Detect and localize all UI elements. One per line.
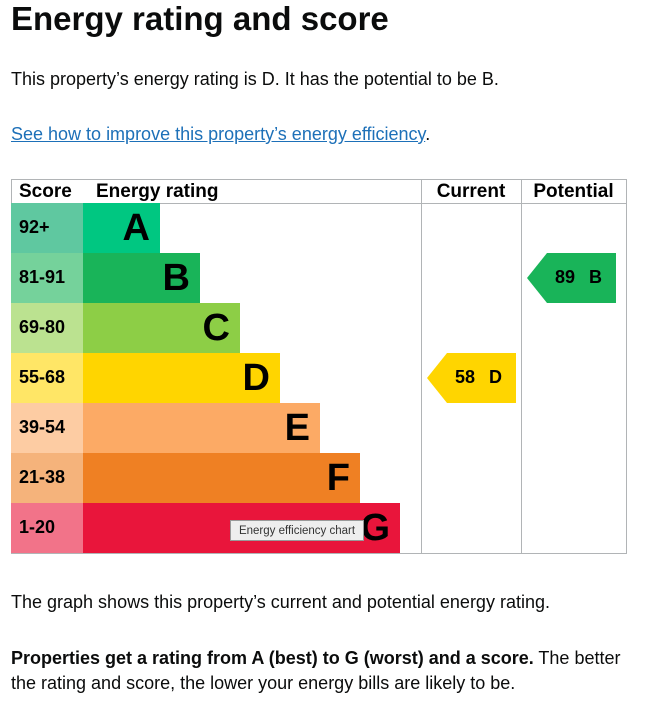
tooltip: Energy efficiency chart [239, 525, 356, 537]
band-letter: D [243, 357, 270, 399]
band-score: 69-80 [19, 317, 65, 337]
link-suffix: . [425, 124, 431, 144]
epc-chart: Score Energy rating Current Potential 92+ A 81… [11, 179, 627, 554]
column-header: Energy rating [96, 181, 218, 202]
score-cell [11, 303, 83, 353]
band-letter: F [327, 457, 350, 499]
intro: This property’s energy rating is D. It h… [11, 69, 499, 89]
band-score: 1-20 [19, 517, 55, 537]
column-header: Current [437, 181, 506, 202]
band-score: 92+ [19, 217, 50, 237]
band-bar [83, 453, 360, 503]
current-score: 58 [455, 367, 475, 387]
improve-link[interactable]: See how to improve this property’s energ… [11, 124, 426, 144]
band-letter: A [123, 207, 150, 249]
score-cell [11, 453, 83, 503]
note-rest: The better the rating and score, the low… [11, 648, 621, 693]
current-arrow [427, 353, 516, 403]
band-score: 39-54 [19, 417, 65, 437]
heading: Energy rating and score [11, 0, 389, 37]
score-cell [11, 253, 83, 303]
band-letter: G [360, 507, 390, 549]
score-cell [11, 203, 83, 253]
column-header: Score [19, 181, 72, 202]
potential-score: 89 [555, 267, 575, 287]
link-line: See how to improve this property’s energ… [11, 124, 430, 145]
band-score: 81-91 [19, 267, 65, 287]
band-bar [83, 203, 160, 253]
potential-letter: B [589, 267, 602, 287]
caption: The graph shows this property’s current … [11, 592, 550, 612]
score-cell [11, 403, 83, 453]
band-score: 21-38 [19, 467, 65, 487]
column-header: Potential [533, 181, 613, 202]
current-letter: D [489, 367, 502, 387]
band-letter: C [203, 307, 230, 349]
band-bar [83, 303, 240, 353]
band-letter: E [285, 407, 310, 449]
band-score: 55-68 [19, 367, 65, 387]
note-bold: Properties get a rating from A (best) to… [11, 648, 534, 668]
band-bar [83, 353, 280, 403]
band-letter: B [163, 257, 190, 299]
band-bar [83, 403, 320, 453]
tooltip-box [230, 520, 364, 541]
score-cell [11, 353, 83, 403]
note: Properties get a rating from A (best) to… [11, 646, 631, 696]
score-cell [11, 503, 83, 553]
band-bar [83, 253, 200, 303]
potential-arrow [527, 253, 616, 303]
